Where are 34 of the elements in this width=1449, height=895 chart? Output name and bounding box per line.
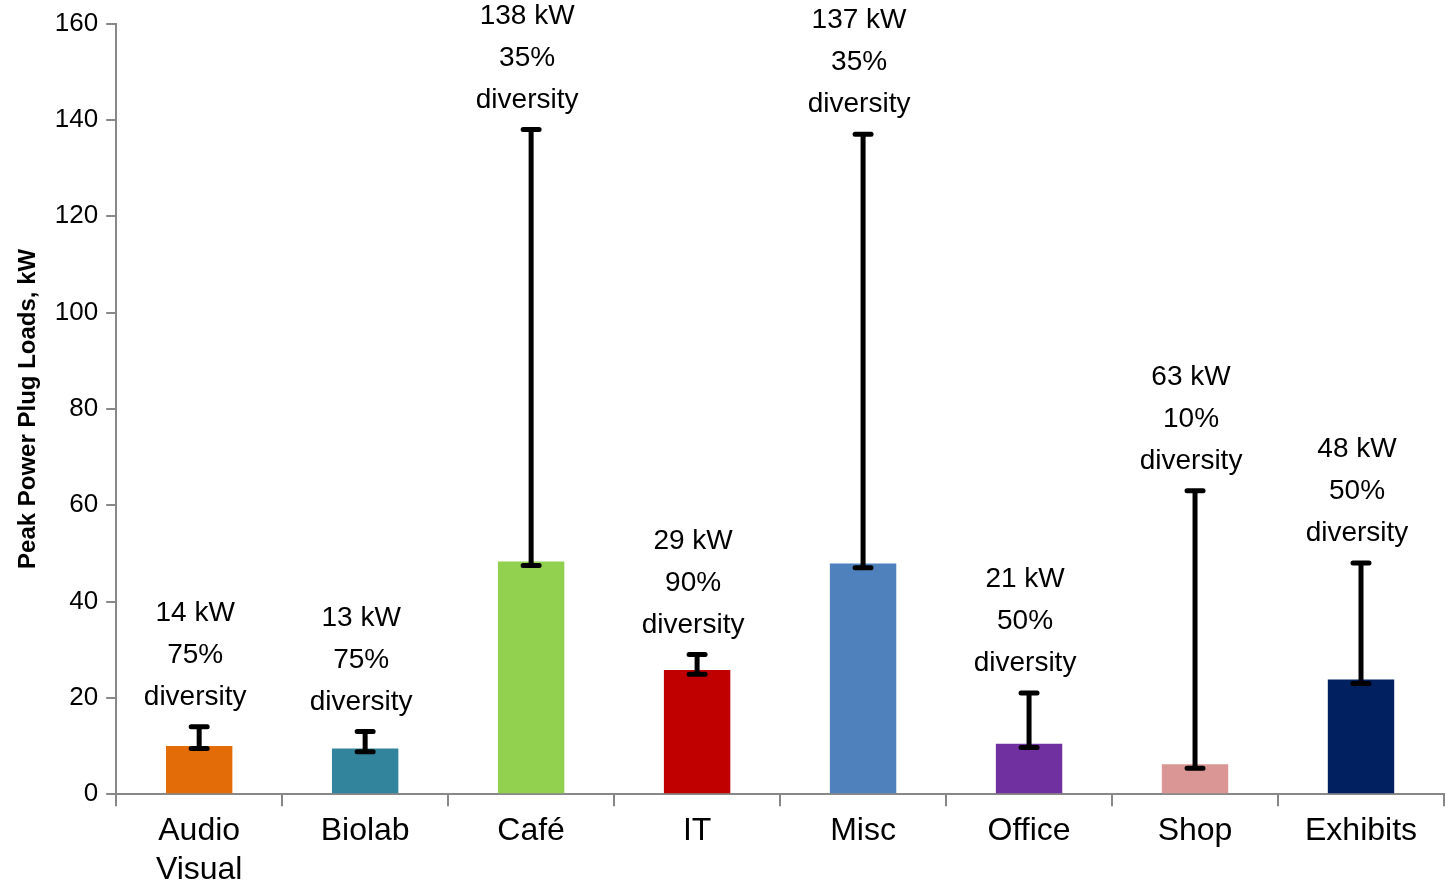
bar — [1327, 679, 1395, 794]
bar — [829, 563, 897, 794]
annotation: 63 kW 10% diversity — [1139, 359, 1243, 475]
y-tick-label: 60 — [69, 488, 99, 519]
bar — [1161, 764, 1229, 794]
bar — [663, 669, 731, 794]
y-tick-label: 20 — [69, 681, 99, 712]
y-tick-label: 120 — [54, 199, 99, 230]
bar — [995, 743, 1063, 794]
annotation: 21 kW 50% diversity — [973, 562, 1077, 678]
annotation: 48 kW 50% diversity — [1305, 432, 1409, 548]
x-tick-label: Office — [987, 811, 1071, 848]
x-tick-label: Biolab — [320, 811, 410, 848]
annotation: 29 kW 90% diversity — [641, 523, 745, 639]
annotation: 138 kW 35% diversity — [475, 0, 579, 114]
y-tick-label: 140 — [54, 103, 99, 134]
x-tick-label: Café — [497, 811, 565, 848]
y-axis-title: Peak Power Plug Loads, kW — [13, 248, 41, 569]
bar — [497, 561, 565, 794]
x-tick-label: Shop — [1157, 811, 1233, 848]
bar — [165, 746, 233, 794]
y-tick-label: 100 — [54, 295, 99, 326]
annotation: 14 kW 75% diversity — [143, 595, 247, 711]
x-tick-label: Misc — [830, 811, 896, 848]
bar — [331, 748, 399, 794]
x-tick-label: IT — [682, 811, 712, 848]
y-tick-label: 40 — [69, 584, 99, 615]
y-tick-label: 0 — [83, 777, 99, 808]
y-tick-label: 160 — [54, 6, 99, 37]
x-tick-label: Exhibits — [1304, 811, 1418, 848]
annotation: 137 kW 35% diversity — [807, 3, 911, 119]
x-tick-label: Audio Visual — [155, 811, 243, 886]
annotation: 13 kW 75% diversity — [309, 600, 413, 716]
y-tick-label: 80 — [69, 392, 99, 423]
